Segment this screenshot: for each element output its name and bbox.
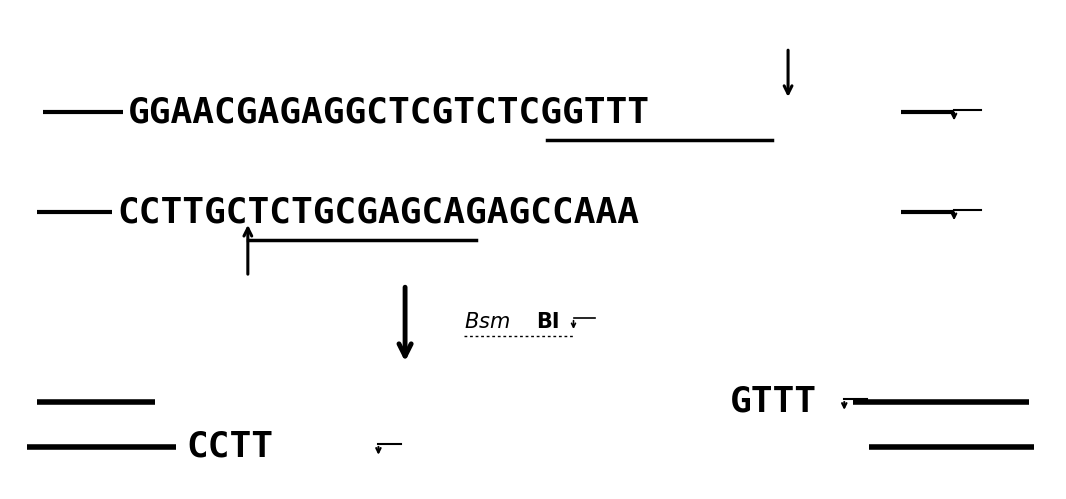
Text: GGAACGAGAGGCTCGTCTCGGTTT: GGAACGAGAGGCTCGTCTCGGTTT: [128, 95, 650, 129]
Text: GTTT: GTTT: [730, 385, 818, 419]
Text: BI: BI: [536, 312, 560, 332]
Text: CCTTGCTCTGCGAGCAGAGCCAAA: CCTTGCTCTGCGAGCAGAGCCAAA: [117, 195, 640, 229]
Text: $\mathit{Bsm}$: $\mathit{Bsm}$: [464, 312, 510, 332]
Text: CCTT: CCTT: [187, 430, 274, 464]
